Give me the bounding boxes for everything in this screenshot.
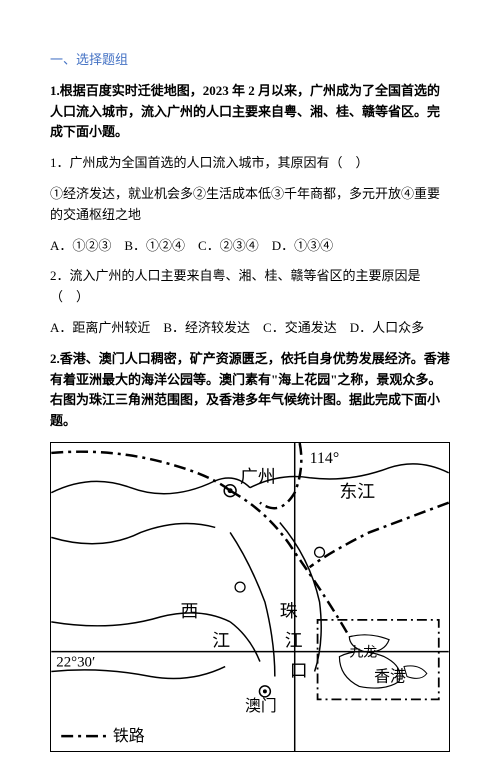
pearl-west [230,532,275,676]
q1-reasons: ①经济发达，就业机会多②生活成本低③千年商都，多元开放④重要的交通枢纽之地 [50,184,452,226]
q2-intro-text: 2.香港、澳门人口稠密，矿产资源匮乏，依托自身优势发展经济。香港有着亚洲最大的海… [50,351,450,428]
q1-options1: A．①②③ B．①②④ C．②③④ D．①③④ [50,236,452,257]
river-xi [51,613,230,626]
label-kou: 口 [290,660,308,680]
label-railway: 铁路 [113,727,145,745]
q1-intro: 1.根据百度实时迁徙地图，2023 年 2 月以来，广州成为了全国首选的人口流入… [50,81,452,143]
railway-nw [51,452,230,491]
q1-sub2: 2．流入广州的人口主要来自粤、湘、桂、赣等省区的主要原因是（ ） [50,266,452,308]
map-container: 广州 114° 东江 西 珠 江 江 口 22°30′ 澳门 香港 九龙 铁路 [50,442,450,752]
label-zhu: 珠 [280,601,298,621]
river-mid1 [51,523,215,543]
q1-options2: A．距离广州较近 B．经济较发达 C．交通发达 D．人口众多 [50,318,452,339]
label-jiang1: 江 [212,631,230,651]
q2-intro: 2.香港、澳门人口稠密，矿产资源匮乏，依托自身优势发展经济。香港有着亚洲最大的海… [50,349,452,432]
river-branch [230,622,260,662]
label-jiang2: 江 [285,631,303,651]
label-kowloon: 九龙 [349,645,377,661]
city-marker-1 [315,547,325,557]
hk-small-island [404,666,427,679]
map-svg: 广州 114° 东江 西 珠 江 江 口 22°30′ 澳门 香港 九龙 铁路 [51,443,449,751]
label-lat: 22°30′ [56,655,95,671]
label-macau: 澳门 [245,697,277,715]
railway-e [310,503,449,568]
q1-sub1: 1．广州成为全国首选的人口流入城市，其原因有（ ） [50,153,452,174]
label-lon: 114° [310,450,340,467]
q1-intro-text: 1.根据百度实时迁徙地图，2023 年 2 月以来，广州成为了全国首选的人口流入… [50,83,440,140]
label-guangzhou: 广州 [240,467,276,487]
macau-dot [263,689,267,693]
city-marker-2 [235,582,245,592]
label-hk: 香港 [374,667,406,685]
river-north [51,478,250,494]
label-dongjiang: 东江 [339,482,375,502]
guangzhou-dot [228,488,233,493]
section-title: 一、选择题组 [50,50,452,71]
label-xi: 西 [180,601,198,621]
